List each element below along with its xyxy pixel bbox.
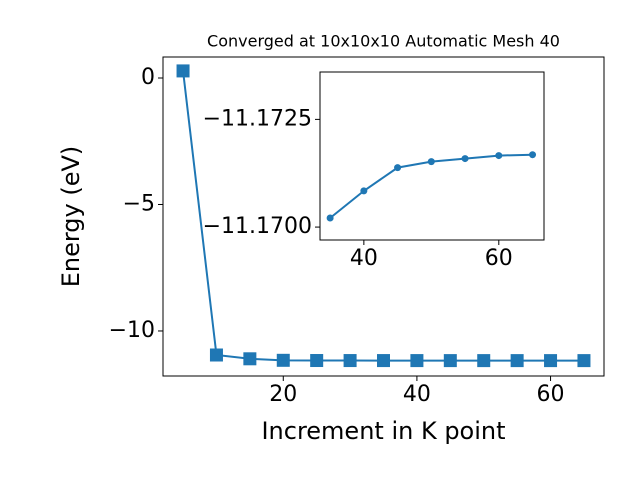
marker	[510, 354, 524, 368]
marker	[495, 152, 503, 160]
marker	[544, 354, 558, 368]
marker	[427, 158, 435, 166]
marker	[410, 354, 424, 368]
x-tick-label: 60	[485, 246, 513, 271]
x-axis-label: Increment in K point	[261, 417, 505, 445]
y-tick-label: −10	[109, 318, 155, 343]
marker	[209, 348, 223, 362]
x-tick-label: 40	[403, 382, 431, 407]
marker	[243, 352, 257, 366]
marker	[276, 353, 290, 367]
marker	[477, 354, 491, 368]
y-tick-label: −11.1725	[203, 106, 312, 131]
x-tick-label: 40	[350, 246, 378, 271]
marker	[360, 187, 368, 195]
x-tick-label: 60	[537, 382, 565, 407]
marker	[577, 354, 591, 368]
marker	[176, 64, 190, 78]
marker	[461, 155, 469, 163]
y-tick-label: −5	[123, 191, 155, 216]
marker	[343, 354, 357, 368]
marker	[377, 354, 390, 368]
marker	[326, 214, 334, 222]
marker	[310, 354, 324, 368]
marker	[443, 354, 457, 368]
x-tick-label: 20	[269, 382, 297, 407]
marker	[529, 151, 537, 159]
y-tick-label: 0	[141, 65, 155, 90]
y-tick-label: −11.1700	[203, 214, 312, 239]
marker	[394, 164, 402, 172]
chart-title: Converged at 10x10x10 Automatic Mesh 40	[207, 32, 560, 51]
y-axis-label: Energy (eV)	[57, 146, 85, 288]
